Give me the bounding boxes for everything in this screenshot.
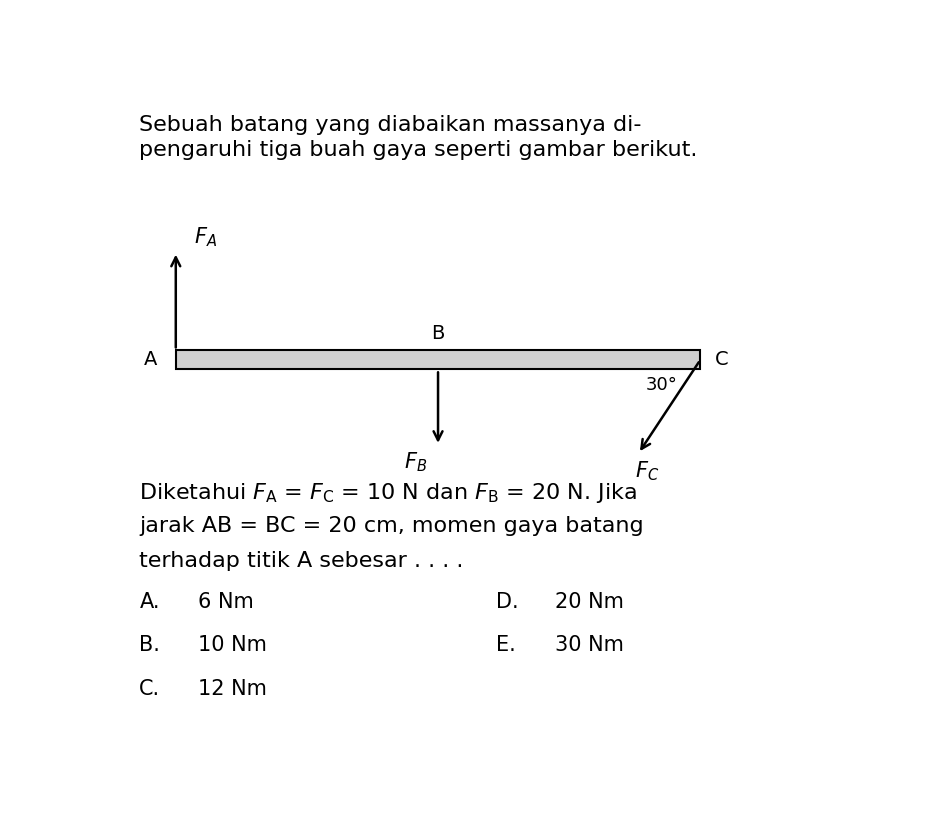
FancyBboxPatch shape: [176, 350, 700, 369]
Text: terhadap titik A sebesar . . . .: terhadap titik A sebesar . . . .: [139, 551, 463, 571]
Text: $F_\mathregular{A}$: $F_\mathregular{A}$: [194, 225, 217, 249]
Text: pengaruhi tiga buah gaya seperti gambar berikut.: pengaruhi tiga buah gaya seperti gambar …: [139, 140, 697, 160]
Text: 12 Nm: 12 Nm: [197, 678, 267, 699]
Text: jarak AB = BC = 20 cm, momen gaya batang: jarak AB = BC = 20 cm, momen gaya batang: [139, 515, 644, 536]
Text: C: C: [715, 350, 728, 369]
Text: B: B: [431, 324, 445, 343]
Text: 6 Nm: 6 Nm: [197, 592, 254, 612]
Text: 20 Nm: 20 Nm: [555, 592, 623, 612]
Text: B.: B.: [139, 635, 160, 655]
Text: A.: A.: [139, 592, 160, 612]
Text: E.: E.: [496, 635, 516, 655]
Text: $F_\mathregular{C}$: $F_\mathregular{C}$: [634, 460, 659, 483]
Text: Diketahui $F_{\mathrm{A}}$ = $F_{\mathrm{C}}$ = 10 N dan $F_{\mathrm{B}}$ = 20 N: Diketahui $F_{\mathrm{A}}$ = $F_{\mathrm…: [139, 481, 637, 505]
Text: 30°: 30°: [646, 376, 678, 394]
Text: D.: D.: [496, 592, 519, 612]
Text: Sebuah batang yang diabaikan massanya di-: Sebuah batang yang diabaikan massanya di…: [139, 115, 642, 135]
Text: $F_\mathregular{B}$: $F_\mathregular{B}$: [404, 451, 427, 474]
Text: C.: C.: [139, 678, 161, 699]
Text: 10 Nm: 10 Nm: [197, 635, 267, 655]
Text: A: A: [144, 350, 158, 369]
Text: 30 Nm: 30 Nm: [555, 635, 623, 655]
